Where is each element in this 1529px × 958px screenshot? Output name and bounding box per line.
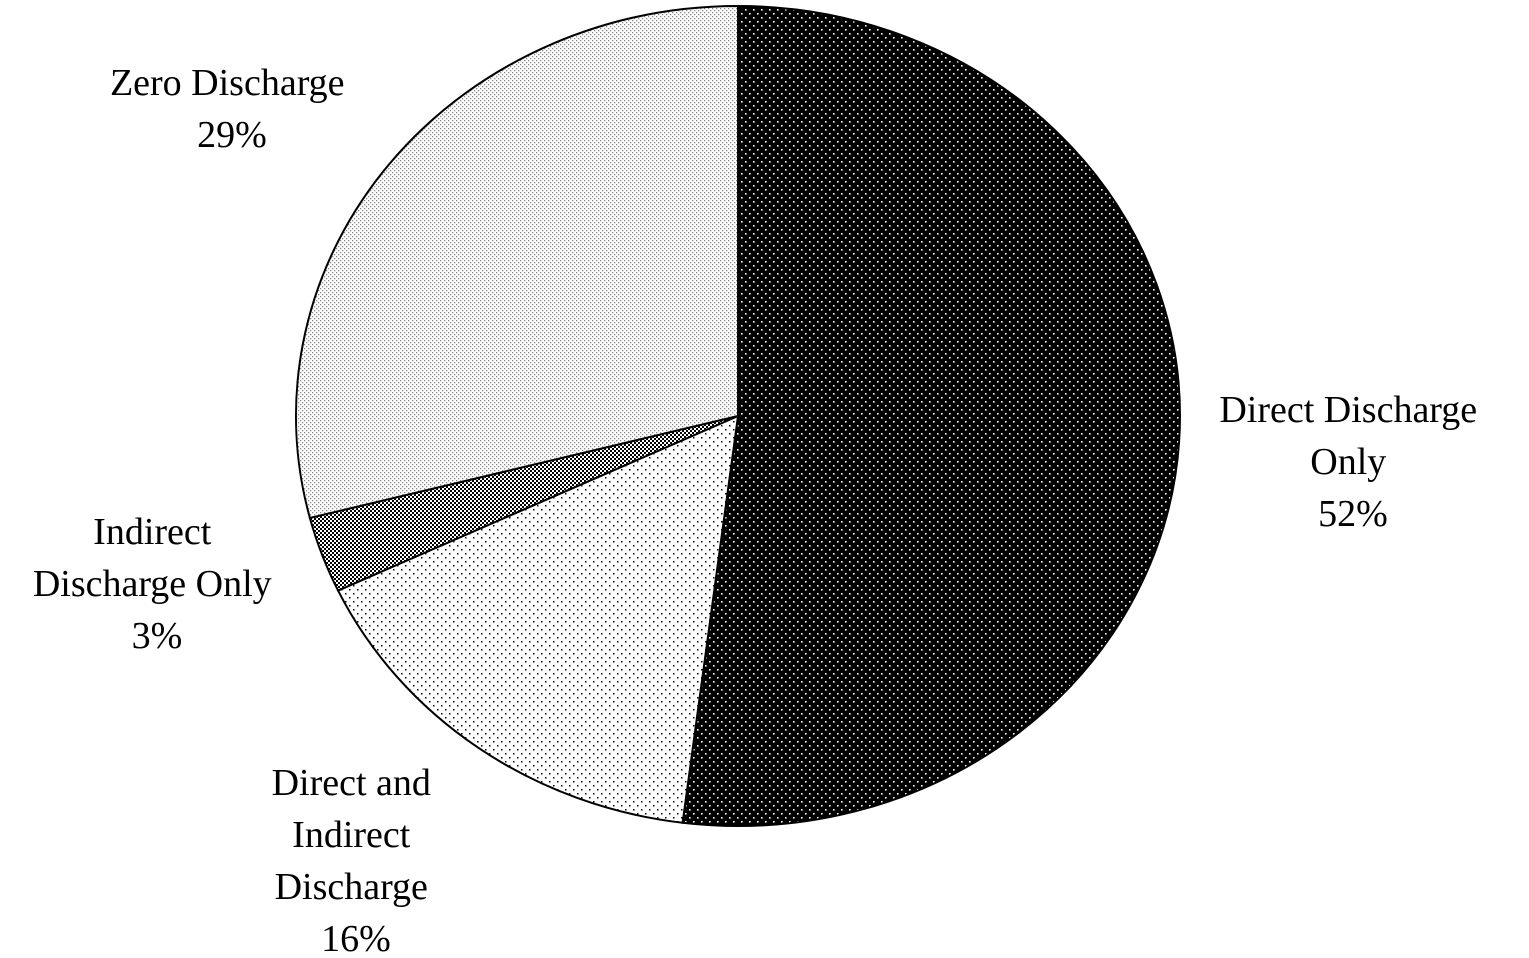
label-line: Indirect [292,814,411,856]
slice-direct-discharge-only [683,6,1180,826]
label-line: Only [1310,441,1386,483]
value-label: 52% [1318,493,1388,535]
label-direct-discharge-only: Direct Discharge Only 52% [1219,389,1486,535]
label-line: Discharge Only [33,563,272,605]
label-indirect-discharge-only: Indirect Discharge Only 3% [33,511,281,657]
label-direct-and-indirect-discharge: Direct and Indirect Discharge 16% [272,762,441,958]
label-line: Discharge [275,866,428,908]
value-label: 3% [132,615,183,657]
pie-slices [296,6,1180,826]
label-line: Direct and [272,762,431,804]
label-line: Indirect [93,511,212,553]
label-line: Direct Discharge [1219,389,1477,431]
label-line: Zero Discharge [110,62,345,104]
value-label: 16% [321,918,391,958]
value-label: 29% [197,114,267,156]
label-zero-discharge: Zero Discharge 29% [110,62,354,156]
